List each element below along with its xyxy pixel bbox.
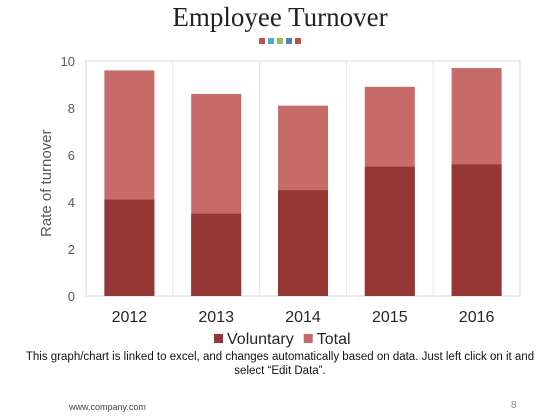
gridlines: [172, 61, 434, 296]
legend-label-total: Total: [317, 331, 351, 348]
bar-voluntary-2015: [364, 166, 415, 296]
x-tick-label: 2013: [198, 309, 234, 326]
x-tick-label: 2016: [459, 309, 495, 326]
legend-label-voluntary: Voluntary: [227, 331, 294, 348]
bar-voluntary-2013: [191, 213, 242, 296]
footer-url[interactable]: www.company.com: [69, 402, 146, 412]
x-tick-label: 2012: [112, 309, 148, 326]
page-number: 8: [511, 400, 517, 411]
title-dot: [286, 38, 292, 44]
bar-voluntary-2012: [104, 199, 155, 296]
y-tick-label: 2: [68, 242, 75, 257]
title-dot: [259, 38, 265, 44]
y-tick-label: 0: [68, 289, 75, 304]
turnover-chart: 0 2 4 6 8 10 2012 2013 2014 2015 2016 Rate of tur…: [38, 54, 521, 348]
bar-voluntary-2014: [278, 190, 328, 296]
y-tick-label: 4: [68, 195, 75, 210]
legend: Voluntary Total: [214, 331, 351, 348]
title-dot: [268, 38, 274, 44]
bar-voluntary-2016: [451, 164, 502, 296]
x-tick-label: 2015: [372, 309, 408, 326]
y-axis-label: Rate of turnover: [38, 129, 55, 237]
x-tick-label: 2014: [285, 309, 321, 326]
y-axis-ticks: 0 2 4 6 8 10: [61, 54, 75, 304]
y-tick-label: 8: [68, 101, 75, 116]
slide-title: Employee Turnover: [172, 2, 388, 32]
title-decoration: [259, 38, 301, 44]
y-tick-label: 10: [61, 54, 75, 69]
legend-swatch-voluntary: [214, 334, 223, 343]
title-dot: [295, 38, 301, 44]
legend-swatch-total: [303, 334, 313, 343]
bars: [104, 68, 502, 297]
title-dot: [277, 38, 283, 44]
x-axis-ticks: 2012 2013 2014 2015 2016: [112, 309, 495, 326]
chart-note: This graph/chart is linked to excel, and…: [25, 351, 535, 377]
y-tick-label: 6: [68, 148, 75, 163]
